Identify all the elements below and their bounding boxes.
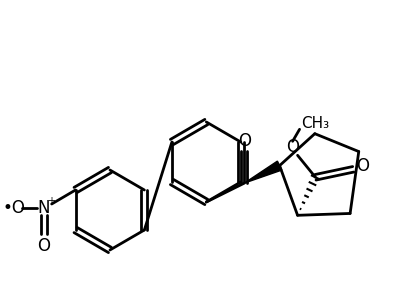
Text: O: O [37,237,50,255]
Text: CH₃: CH₃ [301,116,329,131]
Text: +: + [47,196,55,206]
Text: O: O [355,157,368,175]
Text: O: O [237,132,250,150]
Polygon shape [244,161,281,183]
Text: N: N [38,199,50,217]
Text: O: O [285,138,298,156]
Text: •O: •O [2,199,25,217]
